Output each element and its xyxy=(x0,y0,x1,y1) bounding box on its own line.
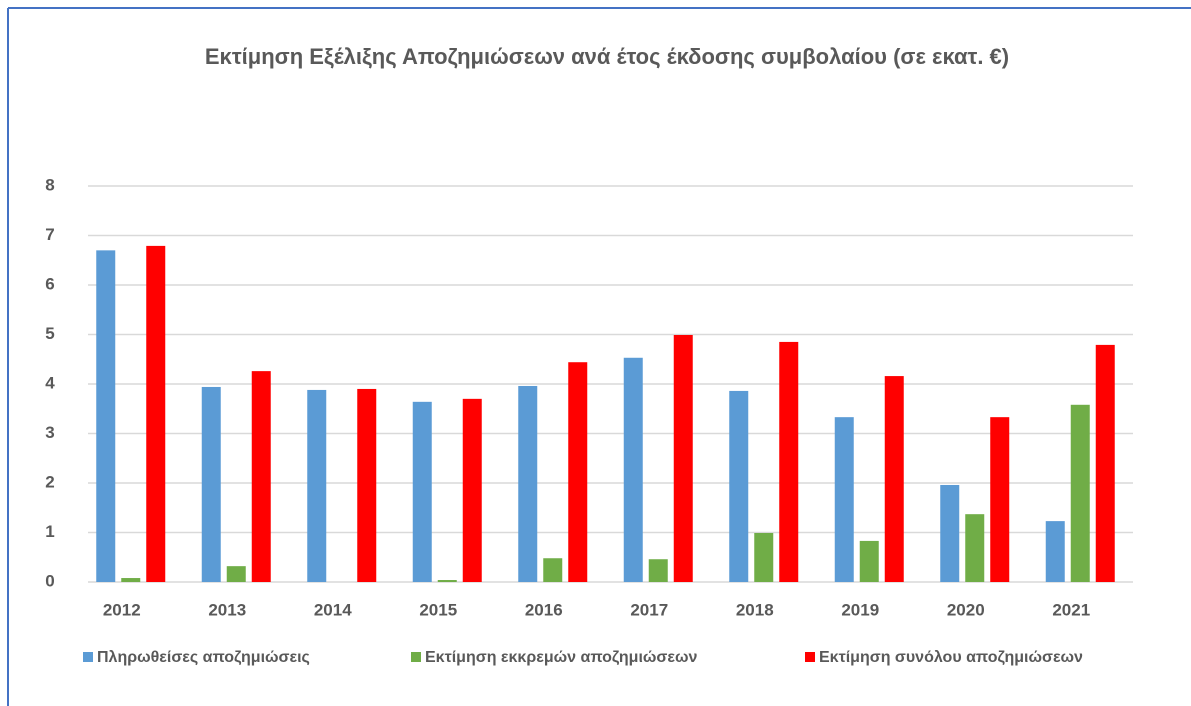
legend-swatch xyxy=(805,652,815,662)
bar xyxy=(226,566,246,582)
y-tick-label: 4 xyxy=(45,373,55,392)
x-tick-label: 2018 xyxy=(736,600,774,619)
bar xyxy=(543,558,563,582)
x-tick-label: 2012 xyxy=(103,600,141,619)
bar xyxy=(251,371,271,582)
x-tick-label: 2017 xyxy=(630,600,668,619)
bar xyxy=(965,514,985,582)
bar xyxy=(437,580,457,582)
legend-label: Εκτίμηση συνόλου αποζημιώσεων xyxy=(819,649,1083,666)
bar xyxy=(834,417,854,582)
bar xyxy=(673,334,693,582)
y-tick-label: 5 xyxy=(45,324,54,343)
y-tick-label: 3 xyxy=(45,423,54,442)
bar xyxy=(623,357,643,582)
y-tick-label: 1 xyxy=(45,522,54,541)
x-tick-label: 2016 xyxy=(525,600,563,619)
bar xyxy=(940,484,960,582)
bar xyxy=(357,388,377,582)
bar xyxy=(779,341,799,582)
y-tick-label: 7 xyxy=(45,225,54,244)
y-tick-label: 2 xyxy=(45,472,54,491)
bar xyxy=(518,385,538,582)
x-tick-label: 2020 xyxy=(947,600,985,619)
x-tick-label: 2014 xyxy=(314,600,352,619)
bar xyxy=(990,417,1010,582)
x-tick-label: 2021 xyxy=(1052,600,1090,619)
bar xyxy=(729,390,749,582)
y-tick-label: 8 xyxy=(45,175,54,194)
x-tick-label: 2015 xyxy=(419,600,457,619)
bar xyxy=(1045,521,1065,582)
legend-swatch xyxy=(411,652,421,662)
y-tick-label: 0 xyxy=(45,571,54,590)
x-tick-label: 2019 xyxy=(841,600,879,619)
y-tick-label: 6 xyxy=(45,274,54,293)
bar xyxy=(1095,344,1115,582)
bar xyxy=(884,376,904,582)
bar xyxy=(859,540,879,582)
legend-label: Εκτίμηση εκκρεμών αποζημιώσεων xyxy=(425,649,697,666)
bar xyxy=(307,389,327,582)
bar xyxy=(568,362,588,582)
bar xyxy=(146,245,166,582)
bar xyxy=(201,386,221,582)
bar xyxy=(754,532,774,582)
bar xyxy=(96,250,116,582)
legend-label: Πληρωθείσες αποζημιώσεις xyxy=(97,649,310,666)
bar xyxy=(412,401,432,582)
x-tick-label: 2013 xyxy=(208,600,246,619)
bar xyxy=(1070,404,1090,582)
bar xyxy=(462,398,482,582)
bar xyxy=(648,559,668,582)
bar xyxy=(121,578,141,582)
legend-swatch xyxy=(83,652,93,662)
chart-title: Εκτίμηση Εξέλιξης Αποζημιώσεων ανά έτος … xyxy=(204,44,1010,69)
